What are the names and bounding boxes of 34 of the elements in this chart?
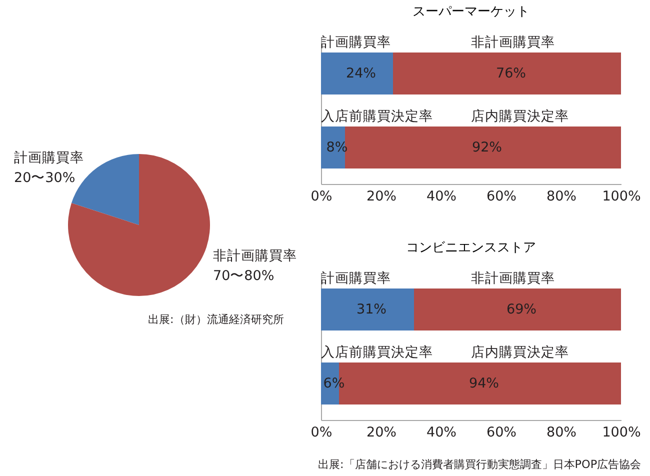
data-label: 94% [468,375,500,392]
x-tick-label: 0% [310,188,332,204]
slice-label: 計画購買率 [14,150,84,166]
text: 出展:「店舗における消費者購買行動実態調査」日本POP広告協会 [318,458,642,471]
data-label: 20〜30% [14,170,76,186]
x-tick-label: 100% [602,188,641,204]
series-label: 入店前購買決定率 [321,344,433,360]
data-label: 92% [472,139,502,156]
series-label: 計画購買率 [321,34,391,51]
x-tick-label: 80% [546,424,577,440]
x-tick-label: 60% [486,424,517,440]
series-label: 計画購買率 [321,270,391,287]
data-label: 70〜80% [213,268,274,284]
x-tick-label: 0% [310,424,332,440]
text: 出展:（財）流通経済研究所 [148,313,284,326]
chart-title: コンビニエンスストア [406,240,536,256]
series-label: 非計画購買率 [471,270,555,287]
series-label: 入店前購買決定率 [321,108,433,124]
series-label: 店内購買決定率 [471,108,569,124]
chart-title: スーパーマーケット [412,4,530,20]
slice-label: 非計画購買率 [213,248,297,264]
x-tick-label: 60% [486,188,517,204]
series-label: 店内購買決定率 [471,344,569,360]
data-label: 76% [496,66,526,82]
x-tick-label: 80% [546,188,577,204]
data-label: 69% [506,302,537,318]
data-label: 31% [356,302,387,318]
data-label: 24% [346,66,376,82]
x-tick-label: 40% [426,424,457,440]
series-label: 非計画購買率 [471,34,555,51]
x-tick-label: 40% [426,188,457,204]
x-tick-label: 20% [366,424,397,440]
x-tick-label: 100% [602,424,641,440]
x-tick-label: 20% [366,188,397,204]
